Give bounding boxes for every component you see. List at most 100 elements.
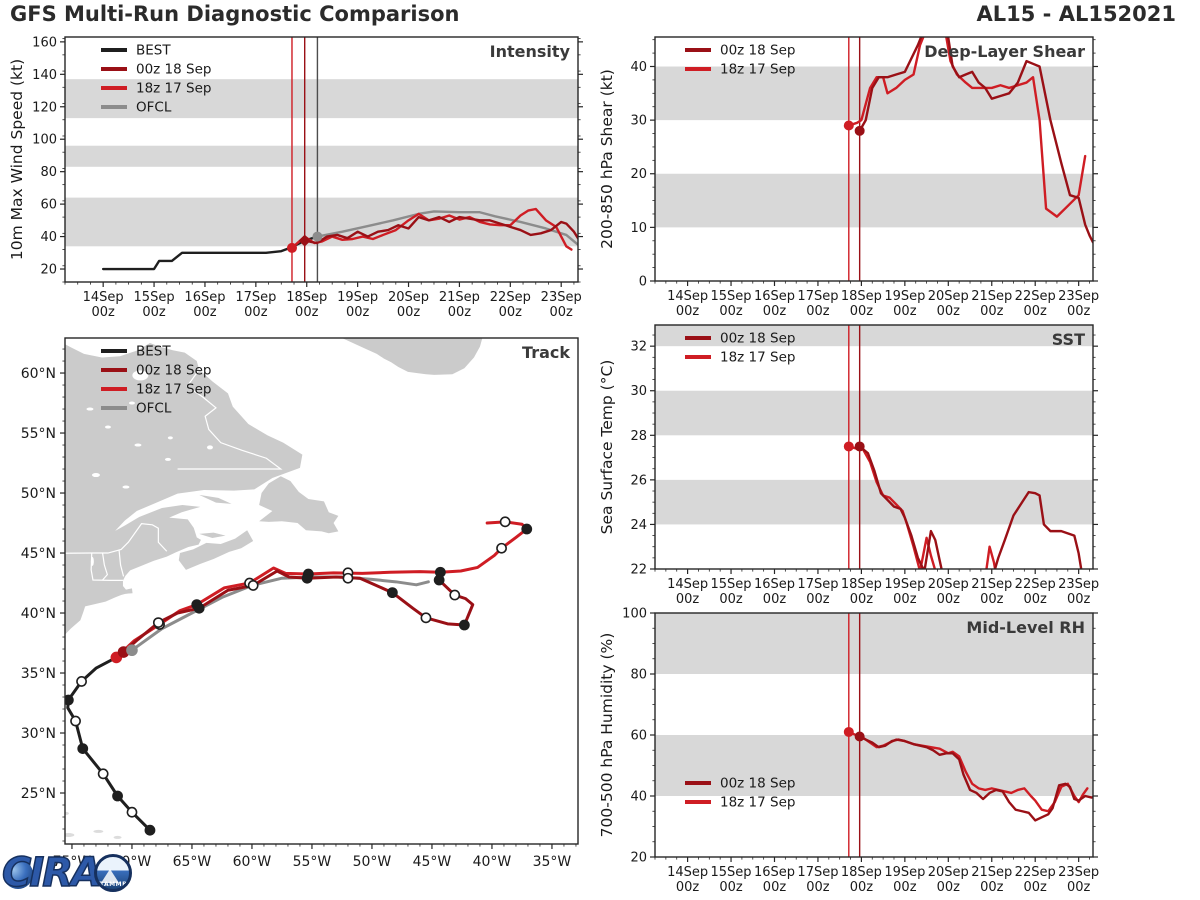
x-tick-hour: 00z	[893, 880, 917, 895]
legend-label-run_18z: 18z 17 Sep	[720, 62, 795, 78]
x-tick-date: 16Sep	[754, 865, 795, 880]
x-tick-date: 23Sep	[1058, 577, 1099, 592]
shaded-band	[655, 173, 1093, 228]
x-tick-hour: 00z	[676, 880, 700, 895]
x-tick-hour: 00z	[244, 305, 268, 320]
water-body	[86, 407, 94, 411]
y-tick-label: 20	[40, 263, 57, 278]
y-tick-label: 60	[630, 729, 647, 744]
track-point-filled	[65, 694, 74, 706]
track-point-filled	[112, 790, 123, 802]
admin-border	[177, 369, 283, 470]
x-tick-hour: 00z	[1024, 304, 1048, 319]
land-newfoundland	[259, 476, 339, 534]
track-point-open	[126, 806, 138, 818]
series-run_18z	[985, 545, 997, 569]
x-tick-date: 16Sep	[184, 290, 225, 305]
x-tick-date: 16Sep	[754, 577, 795, 592]
land-anticosti	[199, 494, 232, 504]
plot-frame-shear	[654, 36, 1094, 282]
x-tick-hour: 00z	[1067, 304, 1091, 319]
x-tick-hour: 00z	[346, 305, 370, 320]
y-tick-label: 0	[639, 275, 647, 290]
globe-icon	[3, 859, 33, 889]
rammb-logo-text: RAMMB	[98, 881, 128, 888]
track-point-open	[499, 516, 511, 528]
panel-shear: 14Sep00z15Sep00z16Sep00z17Sep00z18Sep00z…	[598, 36, 1099, 319]
x-tick-hour: 00z	[448, 305, 472, 320]
x-tick-date: 14Sep	[667, 289, 708, 304]
x-tick-date: 21Sep	[971, 577, 1012, 592]
lat-tick-label: 30°N	[21, 726, 56, 742]
storm-id-title: AL15 - AL152021	[976, 2, 1177, 26]
x-tick-hour: 00z	[893, 304, 917, 319]
series-run_00z	[303, 215, 578, 245]
init-marker	[298, 234, 311, 247]
x-tick-date: 23Sep	[541, 290, 582, 305]
y-axis-label-rh: 700-500 hPa Humidity (%)	[598, 633, 616, 838]
track-point-filled	[144, 824, 156, 836]
legend-label-run_18z: 18z 17 Sep	[136, 81, 211, 97]
x-tick-hour: 00z	[980, 592, 1004, 607]
panel-intensity: 14Sep00z15Sep00z16Sep00z17Sep00z18Sep00z…	[8, 35, 583, 320]
legend-label-best: BEST	[136, 344, 171, 360]
series-run_00z	[858, 445, 943, 569]
x-tick-date: 18Sep	[841, 289, 882, 304]
x-tick-hour: 00z	[676, 304, 700, 319]
x-tick-date: 14Sep	[667, 577, 708, 592]
track-point-open	[247, 580, 259, 591]
y-tick-label: 80	[630, 668, 647, 683]
panel-title-intensity: Intensity	[490, 42, 571, 61]
cira-logo-text: CIRA	[1, 849, 103, 897]
x-tick-date: 20Sep	[928, 577, 969, 592]
x-tick-hour: 00z	[719, 880, 743, 895]
legend-rh: 00z 18 Sep 18z 17 Sep	[685, 776, 795, 811]
x-tick-date: 22Sep	[490, 290, 531, 305]
y-tick-label: 20	[630, 851, 647, 866]
y-tick-label: 10	[630, 221, 647, 236]
y-tick-label: 30	[630, 384, 647, 399]
x-tick-hour: 00z	[1067, 592, 1091, 607]
x-tick-hour: 00z	[142, 305, 166, 320]
x-tick-date: 23Sep	[1058, 865, 1099, 880]
x-tick-hour: 00z	[397, 305, 421, 320]
x-tick-date: 19Sep	[884, 577, 925, 592]
x-tick-hour: 00z	[937, 304, 961, 319]
x-tick-date: 15Sep	[711, 577, 752, 592]
y-tick-label: 20	[630, 167, 647, 182]
admin-border	[90, 553, 123, 581]
y-tick-label: 100	[32, 133, 57, 148]
shaded-band	[655, 479, 1093, 525]
x-tick-date: 19Sep	[337, 290, 378, 305]
track-point-open	[70, 715, 81, 727]
init-marker	[843, 441, 854, 452]
x-tick-hour: 00z	[937, 880, 961, 895]
y-tick-label: 26	[630, 473, 647, 488]
x-tick-date: 17Sep	[797, 577, 838, 592]
y-tick-label: 30	[630, 114, 647, 129]
shaded-band	[65, 79, 578, 119]
lat-tick-label: 45°N	[21, 546, 56, 562]
x-tick-date: 16Sep	[754, 289, 795, 304]
series-run_00z	[858, 37, 1093, 244]
y-tick-label: 100	[622, 607, 647, 622]
water-body	[128, 401, 135, 405]
track-point-filled	[386, 587, 398, 599]
lon-tick-label: 75°W	[53, 854, 92, 870]
land-greenland	[341, 338, 483, 375]
y-tick-label: 40	[630, 60, 647, 75]
x-tick-date: 20Sep	[388, 290, 429, 305]
lat-tick-label: 35°N	[21, 666, 56, 682]
x-tick-hour: 00z	[763, 592, 787, 607]
x-tick-hour: 00z	[806, 304, 830, 319]
y-tick-label: 120	[32, 100, 57, 115]
x-tick-date: 19Sep	[884, 289, 925, 304]
y-tick-label: 28	[630, 429, 647, 444]
y-tick-label: 40	[40, 230, 57, 245]
x-tick-hour: 00z	[91, 305, 115, 320]
y-axis-label-shear: 200-850 hPa Shear (kt)	[598, 69, 616, 249]
shaded-band	[65, 145, 578, 167]
x-tick-hour: 00z	[1024, 880, 1048, 895]
legend-label-ofcl: OFCL	[136, 100, 172, 116]
init-marker	[843, 726, 854, 737]
